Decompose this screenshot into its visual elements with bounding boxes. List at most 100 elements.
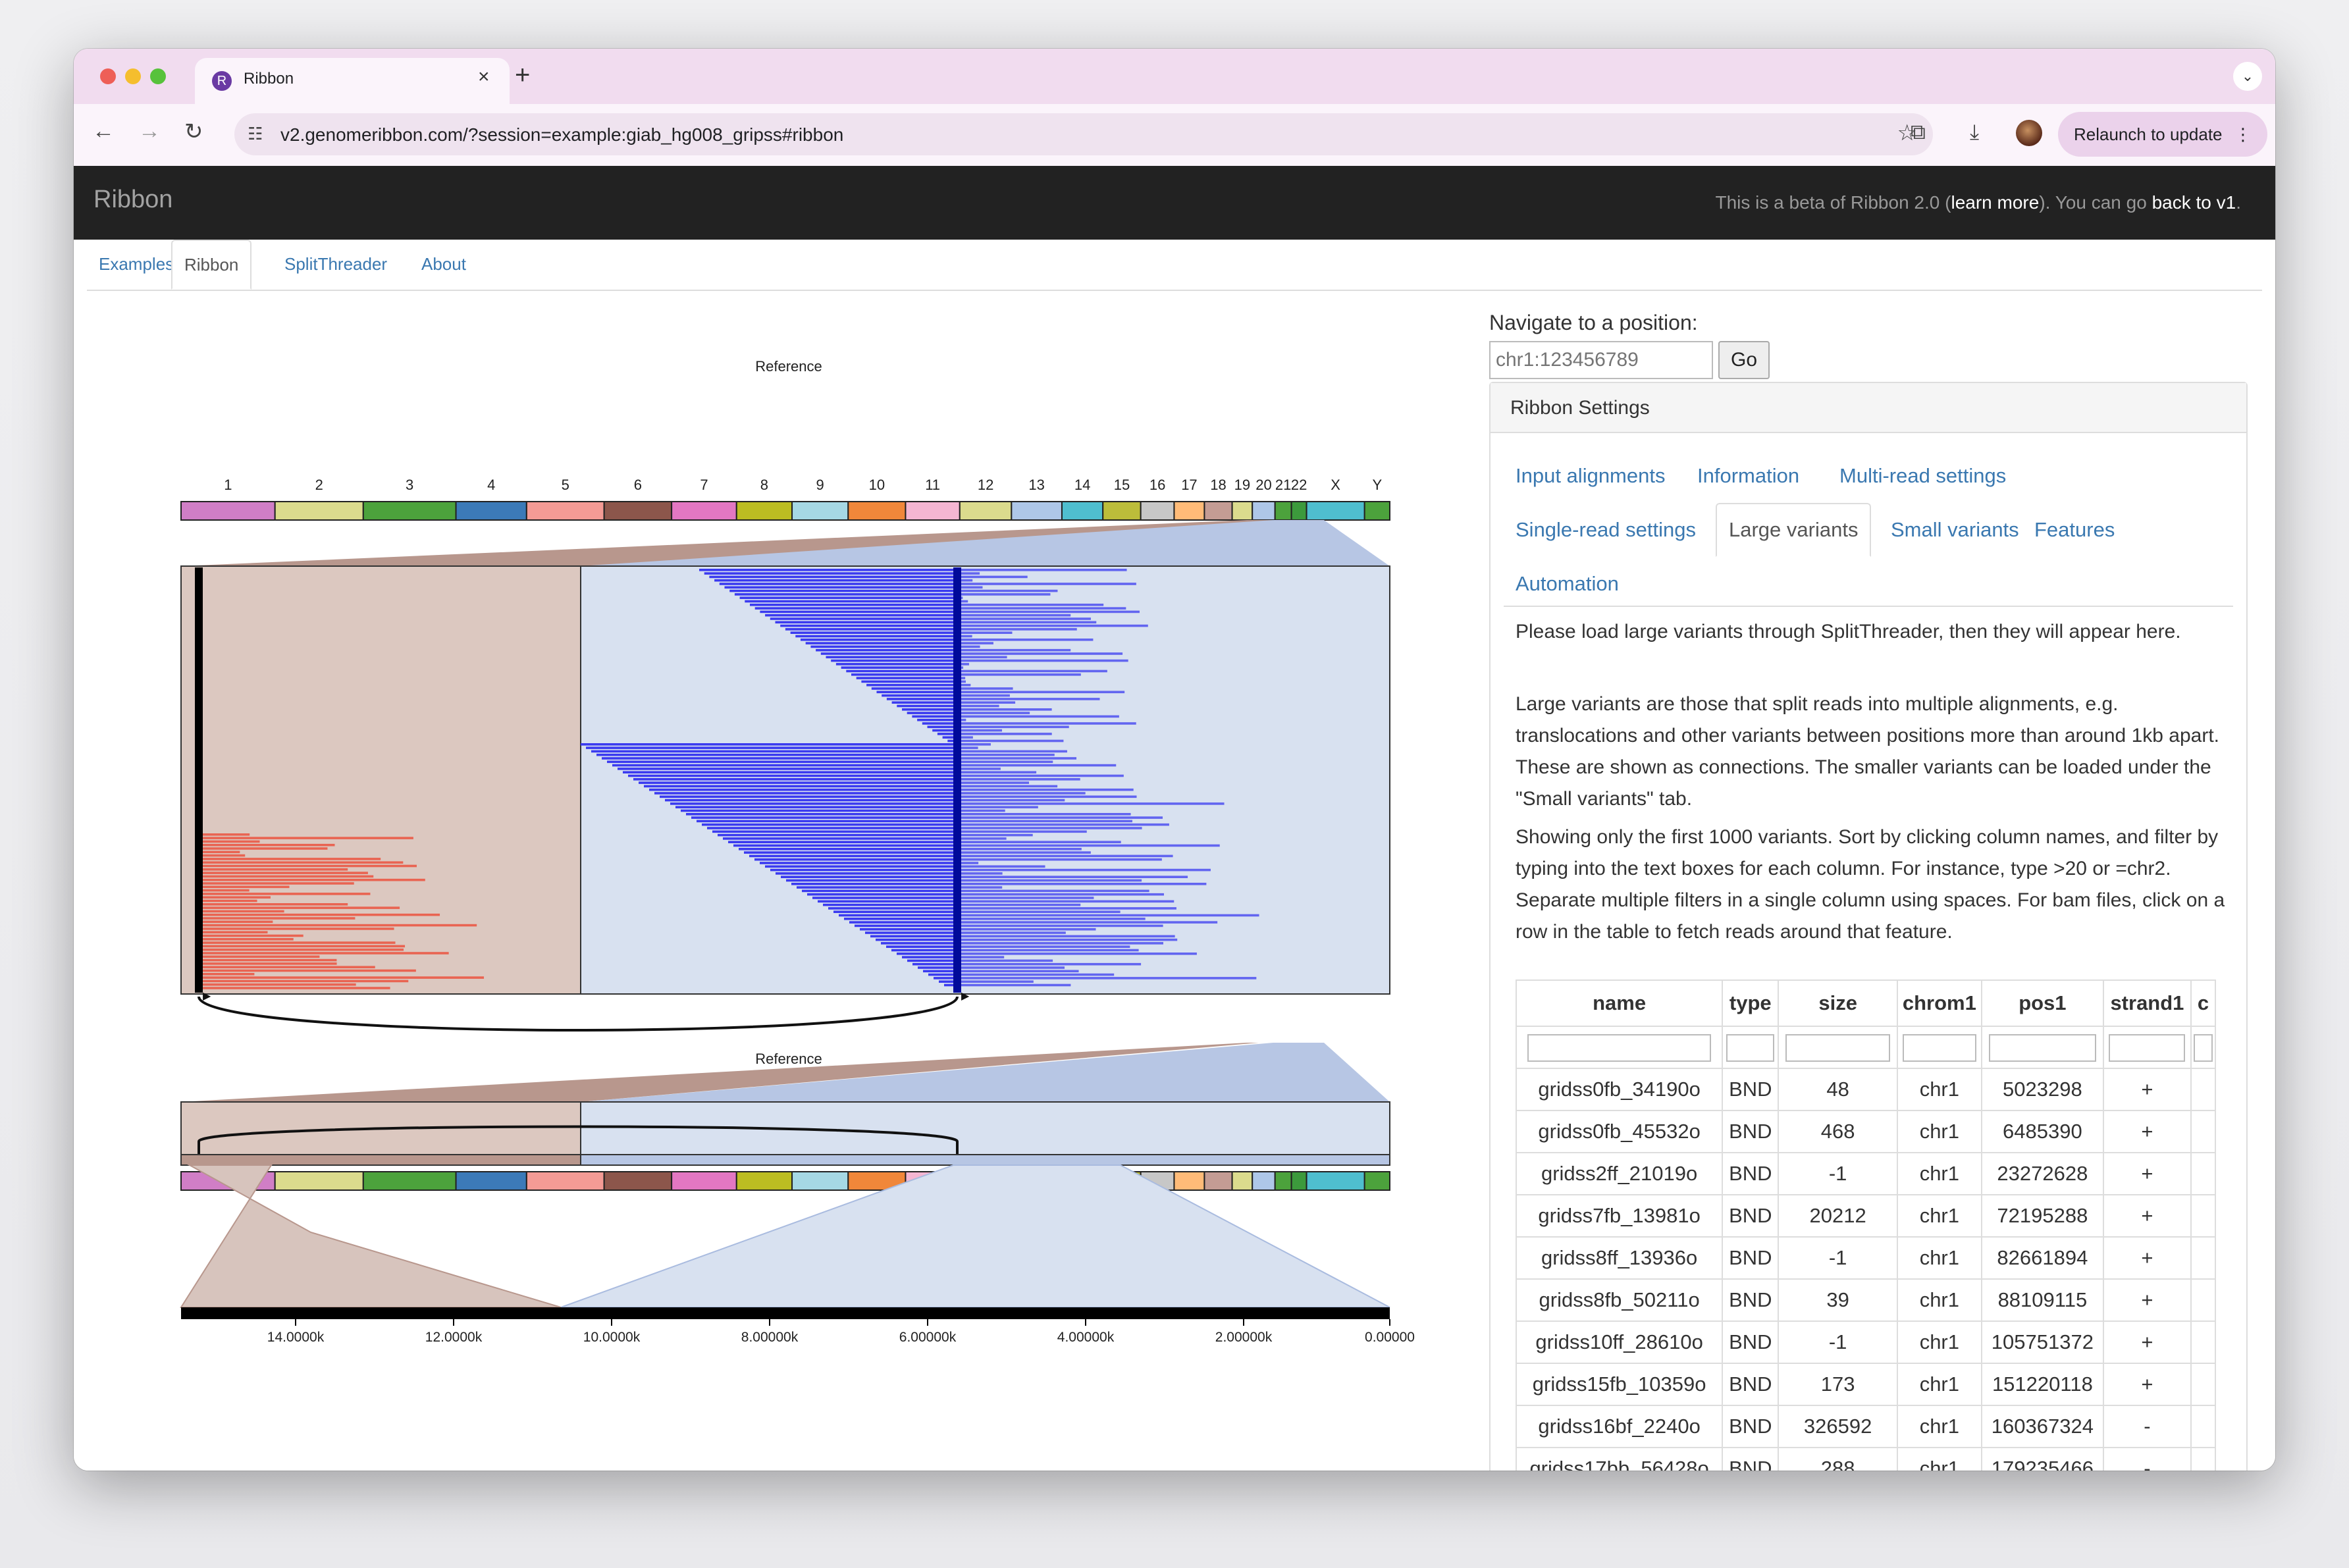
- read-segment[interactable]: [960, 879, 1142, 882]
- tab-multi-read-settings[interactable]: Multi-read settings: [1839, 464, 2007, 487]
- site-settings-icon[interactable]: ☷: [248, 124, 263, 144]
- address-bar[interactable]: ☷ v2.genomeribbon.com/?session=example:g…: [234, 113, 1933, 155]
- position-input[interactable]: [1489, 341, 1713, 379]
- read-segment[interactable]: [623, 771, 957, 773]
- read-segment[interactable]: [960, 949, 1139, 952]
- column-header-chrom1[interactable]: chrom1: [1896, 980, 1982, 1027]
- read-segment[interactable]: [960, 970, 1079, 973]
- read-segment[interactable]: [912, 962, 957, 966]
- read-segment[interactable]: [960, 893, 1164, 896]
- read-segment[interactable]: [199, 840, 260, 843]
- read-segment[interactable]: [586, 746, 957, 749]
- chromosome-block[interactable]: [1231, 501, 1254, 521]
- chromosome-block[interactable]: [1140, 501, 1175, 521]
- read-segment[interactable]: [649, 788, 957, 791]
- chromosome-block[interactable]: [1061, 501, 1104, 521]
- read-segment[interactable]: [960, 583, 1136, 585]
- read-segment[interactable]: [790, 631, 957, 634]
- tab-ribbon[interactable]: Ribbon: [171, 240, 252, 290]
- tab-input-alignments[interactable]: Input alignments: [1516, 464, 1666, 487]
- read-segment[interactable]: [960, 617, 1091, 620]
- read-segment[interactable]: [960, 897, 1094, 899]
- chromosome-block[interactable]: [1363, 501, 1391, 521]
- read-segment[interactable]: [199, 973, 255, 976]
- forward-reads[interactable]: [581, 569, 1259, 987]
- read-segment[interactable]: [865, 931, 957, 934]
- read-segment[interactable]: [923, 970, 957, 973]
- read-segment[interactable]: [199, 847, 328, 850]
- read-segment[interactable]: [791, 883, 957, 885]
- read-segment[interactable]: [960, 764, 1117, 767]
- read-segment[interactable]: [861, 680, 957, 683]
- chromosome-block[interactable]: [671, 1171, 737, 1191]
- read-segment[interactable]: [960, 903, 1081, 906]
- read-segment[interactable]: [870, 935, 957, 938]
- chromosome-block[interactable]: [1173, 1171, 1205, 1191]
- read-segment[interactable]: [795, 635, 957, 638]
- read-segment[interactable]: [960, 666, 964, 669]
- read-segment[interactable]: [199, 833, 250, 836]
- read-segment[interactable]: [934, 977, 957, 980]
- read-segment[interactable]: [851, 673, 957, 676]
- read-segment[interactable]: [960, 910, 1121, 913]
- chromosome-block[interactable]: [274, 1171, 364, 1191]
- read-segment[interactable]: [591, 750, 957, 753]
- read-segment[interactable]: [812, 897, 957, 899]
- read-segment[interactable]: [760, 610, 957, 614]
- read-segment[interactable]: [697, 820, 957, 823]
- read-segment[interactable]: [960, 718, 966, 721]
- chromosome-block[interactable]: [1290, 501, 1307, 521]
- read-segment[interactable]: [199, 903, 348, 906]
- read-segment[interactable]: [199, 976, 485, 979]
- read-segment[interactable]: [818, 900, 957, 903]
- read-segment[interactable]: [960, 816, 1163, 819]
- read-segment[interactable]: [960, 725, 1069, 729]
- table-row[interactable]: gridss7fb_13981o BND 20212 chr1 72195288 +: [1516, 1194, 2216, 1238]
- read-segment[interactable]: [826, 656, 958, 659]
- read-segment[interactable]: [199, 875, 374, 878]
- read-segment[interactable]: [960, 956, 1005, 958]
- read-segment[interactable]: [960, 959, 1053, 962]
- read-segment[interactable]: [618, 768, 957, 770]
- read-segment[interactable]: [960, 701, 1016, 704]
- read-segment[interactable]: [960, 635, 972, 638]
- read-segment[interactable]: [960, 694, 1010, 697]
- read-segment[interactable]: [775, 621, 958, 624]
- read-segment[interactable]: [960, 729, 1003, 732]
- read-segment[interactable]: [199, 962, 337, 965]
- read-segment[interactable]: [960, 704, 999, 708]
- chromosome-block[interactable]: [455, 501, 527, 521]
- chromosome-block[interactable]: [905, 501, 961, 521]
- read-segment[interactable]: [960, 712, 1030, 714]
- chromosome-block[interactable]: [1203, 501, 1233, 521]
- chromosome-block[interactable]: [735, 501, 793, 521]
- read-segment[interactable]: [960, 631, 1013, 634]
- read-segment[interactable]: [960, 827, 1142, 829]
- read-segment[interactable]: [960, 624, 1148, 627]
- read-segment[interactable]: [960, 931, 1066, 934]
- column-filter-input[interactable]: [1527, 1034, 1711, 1062]
- table-row[interactable]: gridss2ff_21019o BND -1 chr1 23272628 +: [1516, 1152, 2216, 1195]
- tab-single-read-settings[interactable]: Single-read settings: [1516, 518, 1696, 541]
- extensions-puzzle-icon[interactable]: ⧉: [1911, 120, 1926, 144]
- read-segment[interactable]: [886, 698, 957, 700]
- read-segment[interactable]: [960, 945, 1130, 948]
- browser-tab[interactable]: R Ribbon ×: [195, 58, 510, 104]
- chromosome-block[interactable]: [1011, 501, 1063, 521]
- read-segment[interactable]: [199, 945, 406, 948]
- read-segment[interactable]: [199, 882, 354, 885]
- column-header-c[interactable]: c: [2190, 980, 2216, 1027]
- read-segment[interactable]: [765, 865, 957, 868]
- read-segment[interactable]: [960, 652, 1123, 655]
- reload-icon[interactable]: ↻: [184, 119, 203, 144]
- read-segment[interactable]: [960, 691, 1125, 694]
- read-segment[interactable]: [960, 848, 1082, 850]
- read-segment[interactable]: [199, 980, 409, 983]
- read-segment[interactable]: [828, 907, 957, 910]
- column-filter-input[interactable]: [1785, 1034, 1891, 1062]
- read-segment[interactable]: [897, 704, 957, 708]
- column-header-pos1[interactable]: pos1: [1980, 980, 2104, 1027]
- read-segment[interactable]: [797, 886, 957, 889]
- read-segment[interactable]: [770, 868, 957, 872]
- read-segment[interactable]: [633, 778, 957, 781]
